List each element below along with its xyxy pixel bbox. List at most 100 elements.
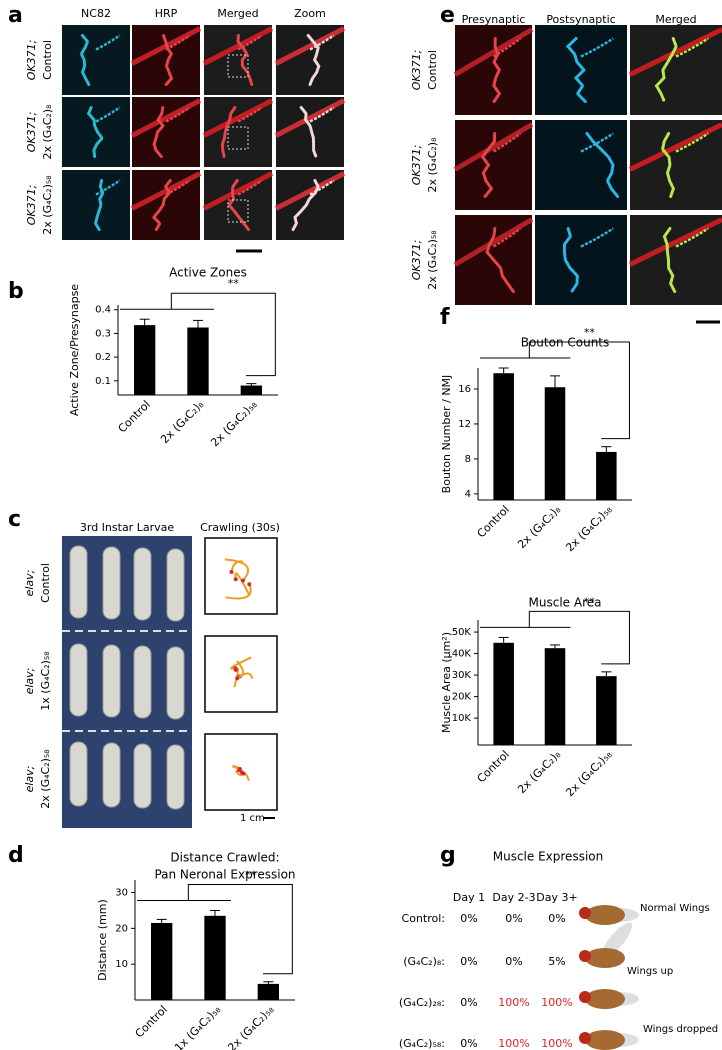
y-tick-label: 20: [115, 923, 128, 934]
branch: [95, 106, 121, 123]
zoom-box: [227, 54, 249, 78]
cell: 100%: [498, 996, 529, 1009]
branch: [492, 132, 522, 153]
nerve: [202, 98, 274, 138]
error-bar: [156, 918, 167, 923]
larva: [69, 741, 88, 807]
bar: [257, 983, 279, 1000]
branch: [165, 179, 191, 196]
row-label: OK371;: [410, 145, 423, 186]
bar: [493, 373, 514, 500]
larva: [69, 643, 88, 717]
row-label: 2x (G₄C₂)₈: [426, 137, 439, 193]
neurite: [565, 37, 587, 103]
significance-label: **: [584, 595, 596, 608]
neurite: [227, 179, 250, 231]
row-label: Control: [426, 50, 439, 90]
bar: [204, 915, 226, 1000]
row-label: Control:: [402, 912, 445, 925]
y-tick-label: 20K: [452, 692, 472, 703]
y-tick-label: 8: [465, 454, 471, 465]
y-tick-label: 50K: [452, 627, 472, 638]
row-label: OK371;: [25, 185, 38, 226]
fly-eye: [579, 950, 591, 962]
y-tick-label: 12: [458, 419, 471, 430]
neurite: [662, 227, 677, 293]
annotation: Wings up: [627, 966, 673, 977]
branch: [309, 179, 335, 196]
row-label: 2x (G₄C₂)₅₈: [39, 749, 52, 809]
row-label: (G₄C₂)₈:: [403, 955, 445, 968]
branch: [95, 34, 121, 51]
column-header: Merged: [217, 7, 258, 20]
larva: [166, 744, 185, 810]
panel-letter: f: [440, 305, 450, 330]
fly-eye: [579, 907, 591, 919]
bar: [240, 385, 262, 395]
scale-label: 1 cm: [240, 813, 265, 824]
table-title: Muscle Expression: [493, 850, 603, 864]
branch: [309, 34, 335, 51]
column-header: NC82: [81, 7, 111, 20]
x-tick-label: 1x (G₄C₂)₅₈: [172, 1003, 224, 1050]
bar: [544, 387, 566, 500]
row-label: Control: [39, 563, 52, 603]
larva: [166, 646, 185, 720]
error-bar: [550, 644, 560, 649]
zoom-box: [227, 126, 249, 150]
branch: [492, 37, 522, 58]
column-header: Merged: [655, 13, 696, 26]
larva: [102, 644, 121, 718]
cell: 0%: [460, 955, 477, 968]
start-point: [235, 676, 240, 681]
bar: [544, 648, 566, 745]
bar: [134, 325, 156, 395]
x-tick-label: Control: [116, 398, 153, 435]
column-header: HRP: [155, 7, 178, 20]
fly-body: [585, 948, 625, 968]
nerve: [274, 98, 346, 138]
column-header: Presynaptic: [462, 13, 526, 26]
nerve: [453, 122, 534, 172]
neurite: [79, 34, 91, 86]
branch: [95, 179, 121, 196]
error-bar: [246, 383, 257, 386]
branch: [675, 227, 709, 248]
cell: 100%: [541, 996, 572, 1009]
table-header: Day 2-3: [492, 891, 535, 904]
error-bar: [498, 367, 509, 374]
cell: 0%: [460, 1037, 477, 1050]
significance-bracket: [480, 341, 630, 440]
y-tick-label: 40K: [452, 649, 472, 660]
start-point: [241, 578, 246, 583]
error-bar: [139, 318, 150, 326]
branch: [580, 132, 614, 153]
row-label: 2x (G₄C₂)₈: [41, 104, 54, 160]
bar: [187, 327, 209, 395]
branch: [165, 106, 191, 123]
neurite: [485, 227, 515, 293]
micrograph: [62, 25, 130, 95]
row-label: 2x (G₄C₂)₅₈: [426, 230, 439, 290]
row-label: (G₄C₂)₅₈:: [399, 1037, 445, 1050]
significance-label: **: [228, 277, 240, 290]
significance-label: **: [584, 326, 596, 339]
nerve: [453, 217, 534, 267]
branch: [237, 34, 263, 51]
x-tick-label: 2x (G₄C₂)₈: [515, 748, 564, 797]
y-axis-label: Distance (mm): [96, 899, 109, 981]
nerve: [274, 26, 346, 66]
error-bar: [550, 375, 560, 388]
y-tick-label: 0.2: [95, 352, 111, 363]
start-point: [237, 767, 242, 772]
branch: [675, 132, 709, 153]
row-label: OK371;: [25, 112, 38, 153]
cell: 100%: [541, 1037, 572, 1050]
neurite: [152, 106, 166, 158]
row-label: OK371;: [25, 40, 38, 81]
row-label: elav;: [23, 570, 36, 597]
y-tick-label: 0.1: [95, 376, 111, 387]
column-header: Crawling (30s): [200, 521, 280, 534]
start-point: [233, 667, 238, 672]
